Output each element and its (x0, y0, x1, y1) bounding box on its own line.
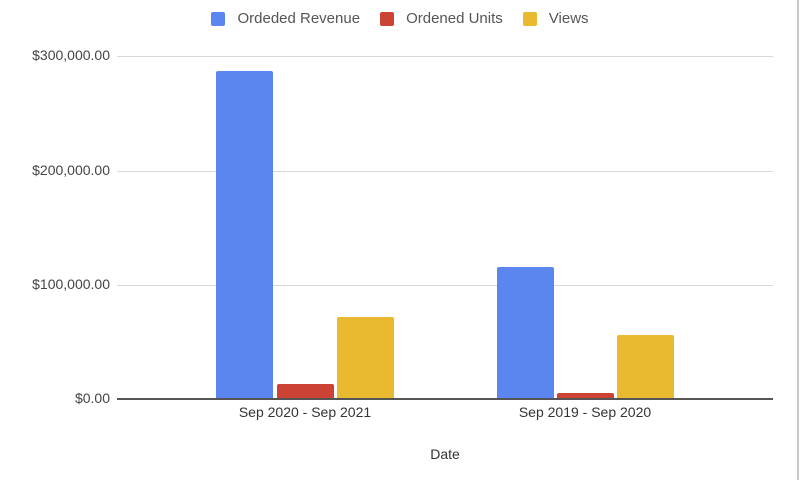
gridline (117, 171, 773, 172)
y-tick-label: $100,000.00 (32, 276, 110, 292)
x-axis-baseline (117, 398, 773, 400)
y-tick-label: $0.00 (74, 390, 110, 406)
legend-item-views[interactable]: Views (522, 10, 589, 27)
bar-revenue-sep2019-sep2020[interactable] (497, 267, 554, 399)
legend-label: Ordeded Revenue (237, 10, 361, 27)
bar-units-sep2020-sep2021[interactable] (277, 384, 334, 399)
legend-swatch-icon (211, 11, 226, 26)
gridline (117, 56, 773, 57)
legend-swatch-icon (380, 11, 395, 26)
bar-units-sep2019-sep2020[interactable] (557, 393, 614, 399)
gridline (117, 285, 773, 286)
legend-item-units[interactable]: Ordened Units (380, 10, 503, 27)
x-tick-label: Sep 2020 - Sep 2021 (238, 404, 372, 420)
x-tick-label: Sep 2019 - Sep 2020 (518, 404, 652, 420)
legend-label: Ordened Units (406, 10, 503, 27)
y-tick-label: $200,000.00 (32, 162, 110, 178)
frame-border (797, 0, 799, 480)
legend-item-revenue[interactable]: Ordeded Revenue (211, 10, 360, 27)
legend-swatch-icon (522, 11, 537, 26)
bar-views-sep2019-sep2020[interactable] (617, 335, 674, 399)
bar-revenue-sep2020-sep2021[interactable] (216, 71, 273, 399)
x-axis-title: Date (430, 446, 460, 462)
bar-views-sep2020-sep2021[interactable] (337, 317, 394, 399)
legend-label: Views (548, 10, 589, 27)
chart-legend: Ordeded Revenue Ordened Units Views (0, 10, 800, 27)
y-tick-label: $300,000.00 (32, 47, 110, 63)
